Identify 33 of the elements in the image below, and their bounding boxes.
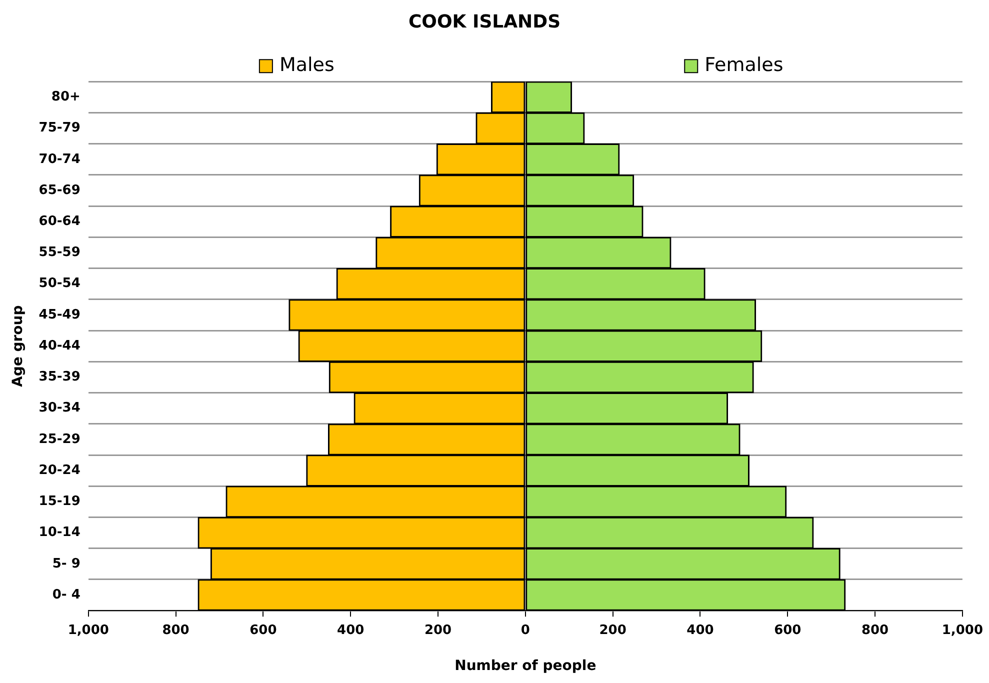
x-tick-label: 400	[337, 622, 364, 638]
y-tick-label: 75-79	[38, 120, 80, 136]
y-tick-label: 55-59	[38, 245, 80, 260]
x-tick-label: 600	[250, 622, 277, 638]
y-tick-label: 30-34	[38, 400, 80, 416]
y-axis-title: Age group	[10, 305, 26, 387]
x-tick-label: 800	[162, 622, 190, 638]
y-tick-label: 65-69	[38, 182, 80, 198]
x-tick-label: 800	[861, 622, 889, 638]
x-tick-label: 200	[424, 622, 452, 638]
x-tick-label: 600	[774, 622, 802, 638]
y-tick-label: 25-29	[38, 432, 80, 447]
y-tick-label: 5- 9	[52, 556, 80, 572]
x-tick-label: 1,000	[942, 622, 983, 638]
x-axis-title: Number of people	[454, 658, 596, 674]
y-tick-label: 15-19	[38, 494, 80, 510]
x-tick-label: 1,000	[68, 622, 109, 638]
y-tick-label: 60-64	[38, 214, 80, 230]
y-tick-label: 50-54	[38, 276, 80, 292]
y-tick-label: 45-49	[38, 307, 80, 322]
y-tick-label: 0- 4	[52, 587, 80, 602]
y-tick-label: 10-14	[38, 525, 80, 540]
x-tick-label: 400	[686, 622, 714, 638]
legend-label: Males	[279, 54, 334, 76]
y-tick-label: 35-39	[38, 370, 80, 385]
y-tick-label: 40-44	[38, 338, 80, 354]
y-tick-label: 70-74	[38, 152, 80, 167]
y-tick-label: 80+	[51, 90, 80, 105]
y-tick-label: 20-24	[38, 462, 80, 478]
x-tick-label: 0	[520, 622, 530, 638]
legend-label: Females	[704, 54, 784, 76]
x-tick-label: 200	[599, 622, 626, 638]
chart-title: COOK ISLANDS	[408, 11, 561, 32]
